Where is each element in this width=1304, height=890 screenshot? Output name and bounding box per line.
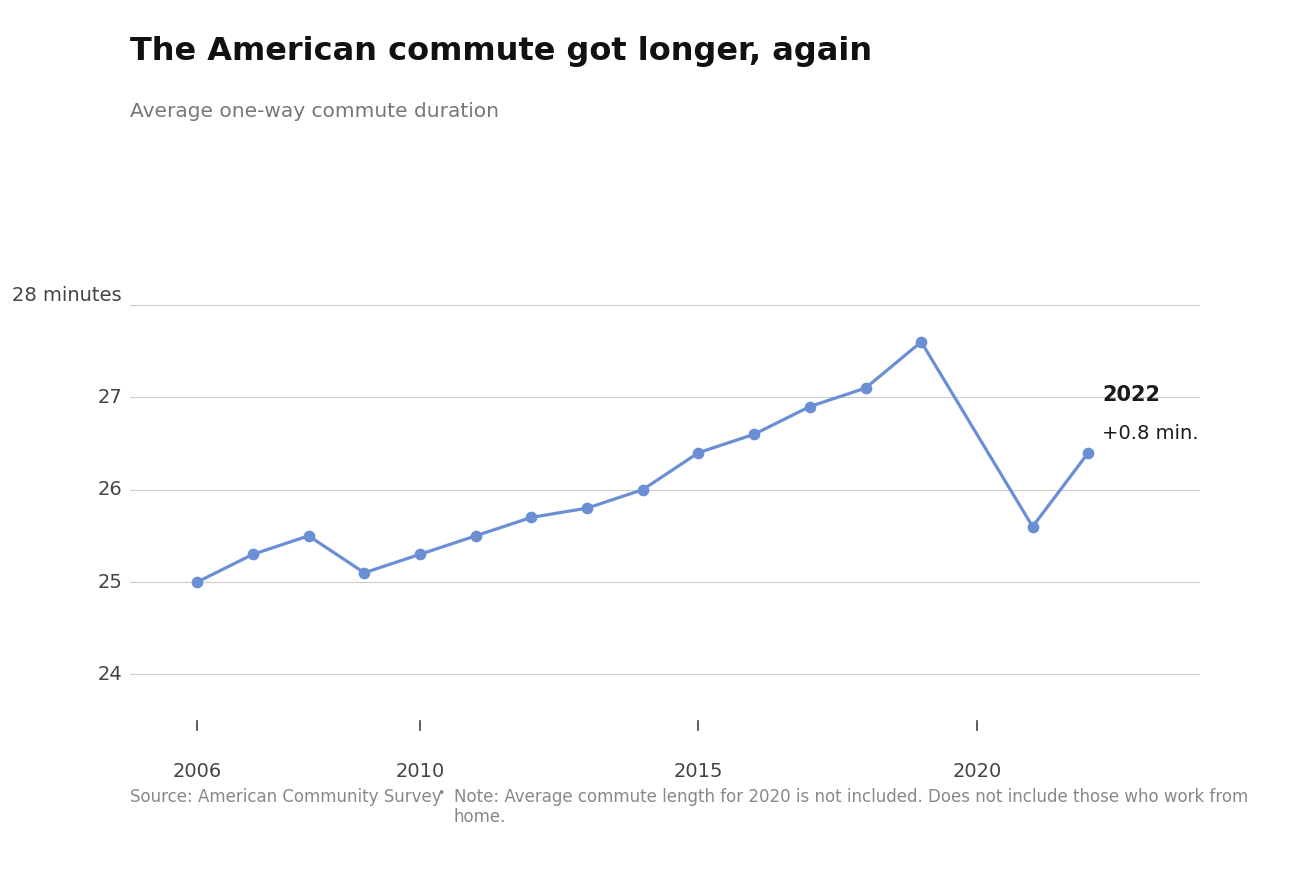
Text: Average one-way commute duration: Average one-way commute duration bbox=[130, 102, 499, 121]
Point bbox=[1022, 520, 1043, 534]
Point bbox=[299, 529, 319, 543]
Text: Source: American Community Survey: Source: American Community Survey bbox=[130, 788, 442, 805]
Text: 25: 25 bbox=[98, 572, 123, 592]
Text: The American commute got longer, again: The American commute got longer, again bbox=[130, 36, 872, 67]
Text: +0.8 min.: +0.8 min. bbox=[1102, 425, 1198, 443]
Text: 2015: 2015 bbox=[674, 762, 724, 781]
Point bbox=[689, 446, 709, 460]
Text: 2020: 2020 bbox=[952, 762, 1001, 781]
Point bbox=[520, 510, 541, 524]
Text: 26: 26 bbox=[98, 481, 123, 499]
Point bbox=[855, 381, 876, 395]
Point bbox=[910, 335, 931, 349]
Text: 2022: 2022 bbox=[1102, 384, 1161, 405]
Text: 2010: 2010 bbox=[395, 762, 445, 781]
Text: 24: 24 bbox=[98, 665, 123, 684]
Point bbox=[632, 482, 653, 497]
Point bbox=[576, 501, 597, 515]
Point bbox=[353, 566, 374, 580]
Text: 28 minutes: 28 minutes bbox=[13, 286, 123, 305]
Point bbox=[799, 400, 820, 414]
Point bbox=[466, 529, 486, 543]
Text: •: • bbox=[437, 787, 445, 800]
Point bbox=[743, 427, 764, 441]
Point bbox=[186, 575, 207, 589]
Text: 2006: 2006 bbox=[172, 762, 222, 781]
Text: 27: 27 bbox=[98, 388, 123, 407]
Text: Note: Average commute length for 2020 is not included. Does not include those wh: Note: Average commute length for 2020 is… bbox=[454, 788, 1248, 827]
Point bbox=[243, 547, 263, 562]
Point bbox=[1078, 446, 1099, 460]
Point bbox=[409, 547, 430, 562]
